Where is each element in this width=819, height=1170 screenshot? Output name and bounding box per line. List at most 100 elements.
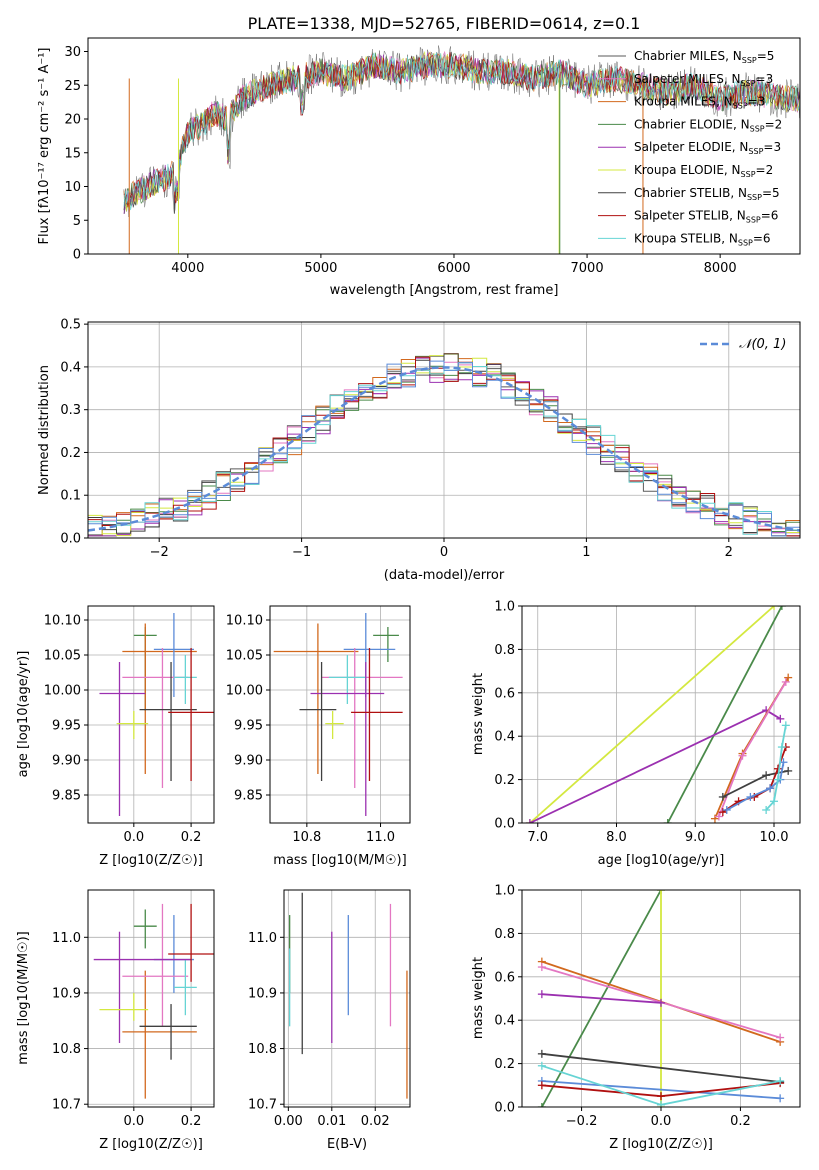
y-tick-label: 1.0	[494, 600, 515, 615]
weight-line	[541, 1080, 781, 1100]
y-tick-label: 0.2	[60, 446, 81, 461]
weight-vs-age-frame	[521, 605, 801, 824]
y-tick-label: 0.6	[494, 970, 515, 985]
y-tick-label: 10.7	[248, 1098, 277, 1113]
y-tick-label: 10.00	[226, 684, 263, 699]
y-tick-label: 10.00	[44, 684, 81, 699]
weight-line	[529, 606, 775, 823]
weight-vs-z-ylabel: mass weight	[471, 957, 486, 1039]
histogram-series	[88, 360, 800, 537]
y-tick-label: 0.4	[494, 730, 515, 745]
y-tick-label: 0.1	[60, 489, 81, 504]
x-tick-label: 0.0	[123, 830, 144, 845]
y-tick-label: 30	[64, 45, 81, 60]
spectrum-series	[123, 45, 800, 218]
legend-label: Kroupa STELIB, NSSP=6	[634, 231, 771, 247]
residual-frame	[87, 321, 801, 539]
y-tick-label: 9.95	[52, 719, 81, 734]
legend-label: Chabrier ELODIE, NSSP=2	[634, 117, 782, 133]
y-tick-label: 5	[73, 214, 81, 229]
spectrum-series	[123, 51, 800, 214]
weight-line	[666, 606, 783, 823]
legend-label: Chabrier MILES, NSSP=5	[634, 49, 774, 65]
x-tick-label: −2	[150, 545, 169, 560]
weight-vs-age-xlabel: age [log10(age/yr)]	[598, 853, 725, 868]
y-tick-label: 10.9	[248, 986, 277, 1001]
y-tick-label: 0.2	[494, 773, 515, 788]
legend-label-count: =3	[748, 95, 766, 109]
y-tick-label: 9.85	[52, 789, 81, 804]
y-tick-label: 0.4	[494, 1014, 515, 1029]
weight-line	[529, 709, 781, 823]
x-tick-label: 11.0	[366, 830, 395, 845]
y-tick-label: 10.8	[52, 1042, 81, 1057]
x-tick-label: 0.0	[123, 1114, 144, 1129]
legend-label-sub: SSP	[746, 216, 761, 225]
y-tick-label: 9.90	[52, 754, 81, 769]
y-tick-label: 9.85	[234, 789, 263, 804]
legend-label-sub: SSP	[747, 193, 762, 202]
x-tick-label: 2	[725, 545, 733, 560]
gaussian-curve	[87, 366, 801, 532]
residual-ylabel: Normed distribution	[37, 365, 52, 495]
x-tick-label: 0.0	[651, 1114, 672, 1129]
legend-label: Salpeter MILES, NSSP=3	[634, 72, 773, 88]
weight-vs-z-panel: −0.2 0.0 0.2 0.0 0.2 0.4 0.6 0.8 1.0 Z [log10(Z/…	[471, 884, 801, 1152]
legend-label: Salpeter ELODIE, NSSP=3	[634, 140, 781, 156]
legend-label-sub: SSP	[741, 170, 756, 179]
mass-vs-ebv-xlabel: E(B-V)	[327, 1137, 367, 1152]
y-tick-label: 10	[64, 180, 81, 195]
age-vs-mass-xlabel: mass [log10(M/M☉)]	[273, 853, 406, 868]
y-tick-label: 0.5	[60, 318, 81, 333]
y-tick-label: 0.8	[494, 927, 515, 942]
line-series-group	[537, 890, 785, 1107]
residual-panel: −2 −1 0 1 2 0.0 0.1 0.2 0.3 0.4 0.5 (data-model)/e…	[37, 318, 801, 583]
mass-vs-z-frame	[87, 889, 215, 1108]
x-tick-label: 6000	[437, 261, 470, 276]
y-tick-label: 0.2	[494, 1057, 515, 1072]
x-tick-label: 0.2	[181, 830, 202, 845]
legend-label-count: =2	[756, 163, 774, 177]
age-vs-z-xlabel: Z [log10(Z/Z☉)]	[99, 853, 203, 868]
spectrum-xlabel: wavelength [Angstrom, rest frame]	[330, 283, 559, 298]
residual-xlabel: (data-model)/error	[384, 568, 505, 583]
y-tick-label: 0.3	[60, 403, 81, 418]
y-tick-label: 10.05	[44, 649, 81, 664]
y-tick-label: 25	[64, 79, 81, 94]
legend-label: Kroupa ELODIE, NSSP=2	[634, 163, 773, 179]
legend-label-count: =6	[753, 231, 771, 245]
mass-vs-ebv-panel: 0.00 0.01 0.02 10.7 10.8 10.9 11.0 E(B-V)	[248, 889, 411, 1152]
age-vs-mass-panel: 10.8 11.0 9.85 9.90 9.95 10.00 10.05 10.10 mass…	[226, 605, 411, 868]
gaussian-legend-label: 𝒩(0, 1)	[739, 337, 786, 352]
y-tick-label: 11.0	[248, 931, 277, 946]
age-vs-mass-frame	[269, 605, 411, 824]
x-tick-label: 7.0	[527, 830, 548, 845]
x-tick-label: 0.2	[730, 1114, 751, 1129]
y-tick-label: 0.8	[494, 643, 515, 658]
x-tick-label: 0.02	[361, 1114, 390, 1129]
legend-label-count: =3	[763, 140, 781, 154]
legend-label: Chabrier STELIB, NSSP=5	[634, 186, 780, 202]
x-tick-label: 0.01	[317, 1114, 346, 1129]
age-vs-z-panel: 0.0 0.2 9.85 9.90 9.95 10.00 10.05 10.10 Z [log…	[16, 605, 215, 868]
y-tick-label: 11.0	[52, 931, 81, 946]
y-tick-label: 10.10	[44, 614, 81, 629]
y-tick-label: 1.0	[494, 884, 515, 899]
y-tick-label: 10.9	[52, 986, 81, 1001]
mass-vs-z-ylabel: mass [log10(M/M☉)]	[16, 931, 31, 1064]
y-tick-label: 10.10	[226, 614, 263, 629]
legend-label-count: =6	[761, 209, 779, 223]
legend-label-count: =5	[757, 49, 775, 63]
weight-vs-age-panel: 7.0 8.0 9.0 10.0 0.0 0.2 0.4 0.6 0.8 1.0 age [log…	[471, 600, 801, 868]
mass-vs-z-xlabel: Z [log10(Z/Z☉)]	[99, 1137, 203, 1152]
x-tick-label: 0.00	[274, 1114, 303, 1129]
y-tick-label: 9.95	[234, 719, 263, 734]
legend-label: Salpeter STELIB, NSSP=6	[634, 209, 778, 225]
x-tick-label: 10.0	[760, 830, 789, 845]
spectrum-series	[123, 52, 800, 208]
x-tick-label: 9.0	[685, 830, 706, 845]
x-tick-label: 0	[440, 545, 448, 560]
y-tick-label: 0	[73, 248, 81, 263]
y-tick-label: 10.7	[52, 1098, 81, 1113]
